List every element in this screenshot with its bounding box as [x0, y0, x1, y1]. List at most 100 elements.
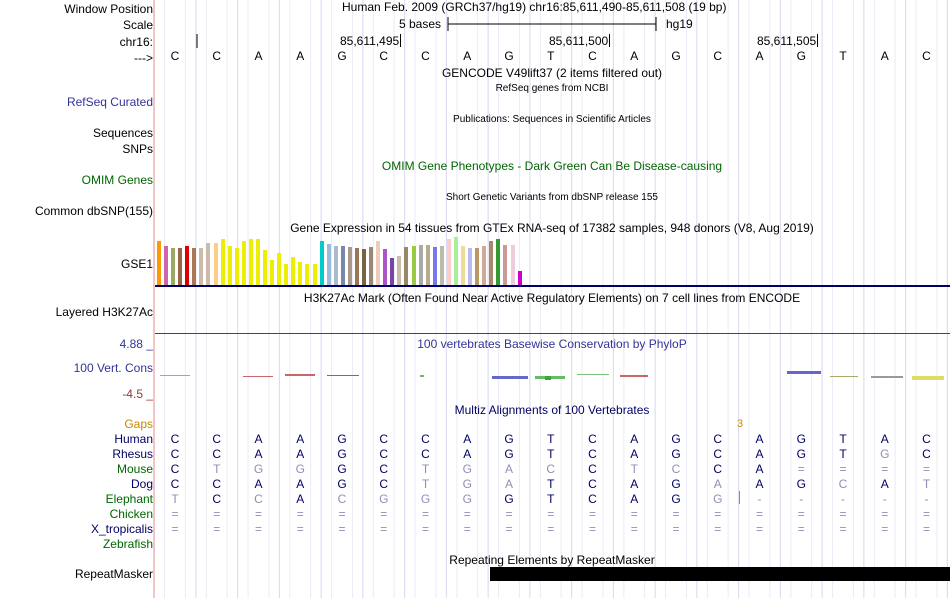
aligned-base: = — [254, 507, 262, 521]
phylop-mark — [243, 376, 273, 377]
gtex-tissue-bar[interactable] — [157, 241, 161, 285]
gtex-tissue-bar[interactable] — [376, 241, 381, 285]
gtex-tissue-bar[interactable] — [411, 246, 416, 285]
track-label-h3k27ac[interactable]: Layered H3K27Ac — [55, 305, 153, 319]
track-data-area[interactable]: Human Feb. 2009 (GRCh37/hg19) chr16:85,6… — [155, 0, 950, 598]
aligned-base: = — [630, 507, 638, 521]
gtex-tissue-bar[interactable] — [453, 237, 458, 285]
gtex-tissue-bar[interactable] — [234, 248, 239, 285]
aligned-base: A — [504, 477, 513, 491]
window-position-label: Window Position — [64, 2, 153, 16]
h3k27ac-track-title: H3K27Ac Mark (Often Found Near Active Re… — [303, 291, 801, 305]
aligned-base: G — [337, 432, 347, 446]
species-label[interactable]: Rhesus — [112, 447, 153, 461]
gtex-tissue-bar[interactable] — [446, 239, 451, 285]
track-label-snps[interactable]: SNPs — [122, 142, 153, 156]
gtex-tissue-bar[interactable] — [354, 248, 359, 285]
aligned-base: T — [839, 432, 847, 446]
gtex-tissue-bar[interactable] — [199, 248, 204, 285]
gtex-tissue-bar[interactable] — [312, 264, 317, 285]
track-label-gse1[interactable]: GSE1 — [120, 257, 153, 271]
gtex-track-baseline — [155, 285, 950, 287]
species-label[interactable]: Dog — [130, 477, 153, 491]
species-label[interactable]: X_tropicalis — [90, 522, 153, 536]
species-label[interactable]: Zebrafish — [102, 537, 153, 551]
gtex-tissue-bar[interactable] — [503, 245, 508, 285]
gtex-tissue-bar[interactable] — [517, 271, 522, 285]
aligned-base: C — [421, 432, 430, 446]
aligned-base: G — [379, 492, 389, 506]
aligned-base: G — [295, 462, 305, 476]
aligned-base: T — [421, 462, 430, 476]
gtex-tissue-bar[interactable] — [510, 245, 515, 285]
gtex-tissue-bar[interactable] — [227, 246, 232, 285]
species-label[interactable]: Elephant — [105, 492, 153, 506]
species-label[interactable]: Mouse — [116, 462, 153, 476]
gtex-tissue-bar[interactable] — [461, 246, 465, 285]
gtex-tissue-bar[interactable] — [496, 239, 501, 285]
gtex-tissue-bar[interactable] — [340, 246, 345, 285]
gtex-tissue-bar[interactable] — [284, 264, 289, 285]
phylop-mark — [160, 375, 190, 376]
track-label-sequences[interactable]: Sequences — [92, 126, 153, 140]
gtex-tissue-bar[interactable] — [220, 239, 225, 285]
gtex-tissue-bar[interactable] — [369, 247, 374, 285]
gtex-tissue-bar[interactable] — [347, 247, 352, 285]
aligned-base: A — [254, 447, 263, 461]
gtex-tissue-bar[interactable] — [164, 246, 169, 285]
gtex-tissue-bar[interactable] — [185, 246, 190, 285]
aligned-base: C — [212, 432, 222, 446]
repeatmasker-element[interactable] — [490, 567, 950, 581]
species-label[interactable]: Human — [114, 432, 153, 446]
aligned-base: A — [755, 477, 764, 491]
gtex-tissue-bar[interactable] — [291, 257, 296, 285]
gtex-tissue-bar[interactable] — [305, 264, 310, 285]
track-label-repeatmasker[interactable]: RepeatMasker — [74, 567, 153, 581]
gtex-tissue-bar[interactable] — [248, 239, 253, 285]
gtex-tissue-bar[interactable] — [397, 256, 402, 285]
label-divider — [153, 0, 155, 598]
gtex-expression-chart[interactable] — [155, 237, 950, 285]
gtex-tissue-bar[interactable] — [270, 260, 275, 285]
gtex-tissue-bar[interactable] — [432, 247, 437, 285]
gtex-tissue-bar[interactable] — [298, 262, 303, 285]
gtex-tissue-bar[interactable] — [468, 248, 473, 285]
gtex-tissue-bar[interactable] — [241, 241, 246, 285]
gtex-tissue-bar[interactable] — [482, 246, 487, 285]
gtex-tissue-bar[interactable] — [255, 239, 260, 285]
track-label-dbsnp[interactable]: Common dbSNP(155) — [34, 204, 153, 218]
gtex-tissue-bar[interactable] — [206, 243, 211, 285]
gtex-tissue-bar[interactable] — [213, 243, 218, 285]
track-label-refseq[interactable]: RefSeq Curated — [66, 95, 153, 109]
gtex-tissue-bar[interactable] — [425, 245, 430, 285]
gap-marker — [739, 491, 740, 504]
reference-base: A — [463, 49, 472, 63]
aligned-base: = — [881, 522, 889, 536]
gtex-tissue-bar[interactable] — [475, 248, 480, 285]
track-label-gaps[interactable]: Gaps — [124, 417, 153, 431]
gtex-tissue-bar[interactable] — [171, 248, 176, 285]
species-label[interactable]: Chicken — [109, 507, 153, 521]
track-label-vert-cons[interactable]: 100 Vert. Cons — [73, 361, 153, 375]
aligned-base: = — [296, 522, 304, 536]
phylop-conservation-plot[interactable] — [155, 368, 950, 384]
gtex-tissue-bar[interactable] — [277, 253, 282, 285]
gtex-tissue-bar[interactable] — [383, 249, 388, 285]
gtex-tissue-bar[interactable] — [319, 241, 324, 285]
gtex-tissue-bar[interactable] — [439, 246, 444, 285]
track-label-omim[interactable]: OMIM Genes — [81, 173, 153, 187]
gtex-tissue-bar[interactable] — [390, 258, 395, 285]
gtex-tissue-bar[interactable] — [489, 241, 494, 285]
gtex-tissue-bar[interactable] — [192, 248, 197, 285]
gtex-tissue-bar[interactable] — [326, 244, 331, 285]
gtex-tissue-bar[interactable] — [263, 250, 268, 285]
phylop-mark — [787, 371, 821, 374]
gtex-tissue-bar[interactable] — [418, 245, 423, 285]
aligned-base: G — [671, 447, 681, 461]
gtex-tissue-bar[interactable] — [362, 249, 367, 285]
gtex-tissue-bar[interactable] — [404, 247, 409, 285]
gtex-tissue-bar[interactable] — [178, 248, 183, 285]
gtex-tissue-bar[interactable] — [333, 246, 338, 285]
